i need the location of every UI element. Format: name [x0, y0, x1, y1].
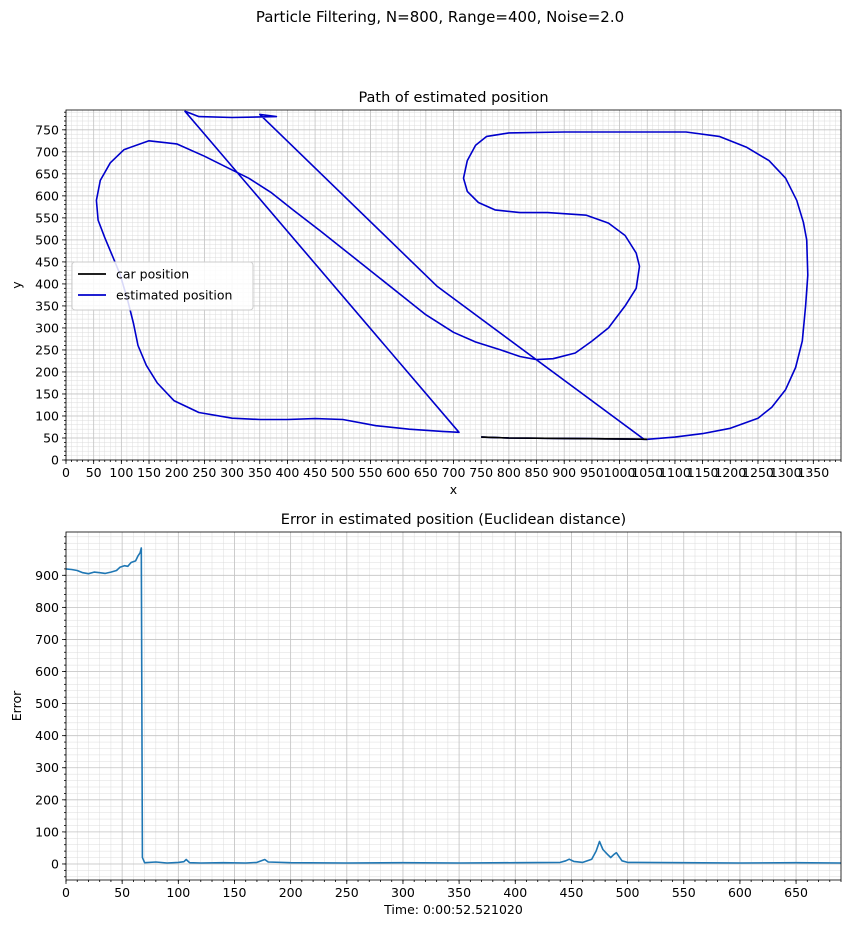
path-x-tick-label: 0 [62, 465, 70, 480]
error-y-tick-label: 0 [51, 856, 59, 871]
error-axes-frame [65, 531, 842, 881]
path-x-tick-label: 1350 [797, 465, 829, 480]
error-y-tick-label: 300 [35, 760, 59, 775]
path-x-tick-label: 350 [248, 465, 272, 480]
path-x-tick-label: 300 [220, 465, 244, 480]
path-x-tick-label: 950 [580, 465, 604, 480]
path-x-tick-label: 150 [137, 465, 161, 480]
path-x-tick-label: 600 [386, 465, 410, 480]
path-x-tick-label: 1000 [604, 465, 636, 480]
path-y-tick-label: 100 [35, 408, 59, 423]
path-x-tick-label: 500 [331, 465, 355, 480]
error-y-tick-label: 800 [35, 600, 59, 615]
path-y-tick-label: 600 [35, 188, 59, 203]
error-xlabel: Time: 0:00:52.521020 [383, 902, 523, 917]
error-x-tick-label: 350 [447, 885, 471, 900]
path-grid [65, 110, 842, 461]
path-x-tick-label: 200 [165, 465, 189, 480]
path-y-tick-label: 50 [43, 430, 59, 445]
figure-suptitle: Particle Filtering, N=800, Range=400, No… [256, 8, 624, 26]
error-x-tick-label: 450 [560, 885, 584, 900]
error-series-group [66, 547, 841, 864]
path-y-tick-label: 650 [35, 166, 59, 181]
path-x-tick-label: 1150 [687, 465, 719, 480]
path-y-tick-label: 0 [51, 453, 59, 468]
path-x-tick-label: 700 [442, 465, 466, 480]
path-y-tick-label: 200 [35, 364, 59, 379]
error-x-tick-label: 50 [114, 885, 130, 900]
error-y-tick-label: 100 [35, 824, 59, 839]
estimated-position-legend-label: estimated position [116, 288, 232, 303]
error-x-tick-label: 300 [391, 885, 415, 900]
path-x-tick-label: 1100 [659, 465, 691, 480]
path-x-tick-label: 900 [552, 465, 576, 480]
error-x-tick-label: 650 [784, 885, 808, 900]
error-y-tick-label: 700 [35, 632, 59, 647]
error-line [66, 547, 841, 864]
error-y-tick-label: 900 [35, 568, 59, 583]
error-x-tick-label: 200 [279, 885, 303, 900]
path-y-tick-label: 700 [35, 144, 59, 159]
car-position-legend-label: car position [116, 267, 189, 282]
path-y-tick-label: 250 [35, 342, 59, 357]
error-y-tick-label: 600 [35, 664, 59, 679]
path-xlabel: x [450, 482, 457, 497]
path-y-tick-label: 750 [35, 122, 59, 137]
path-x-tick-label: 50 [86, 465, 102, 480]
error-x-tick-label: 100 [166, 885, 190, 900]
path-series-group [95, 110, 809, 441]
legend-box [71, 261, 254, 311]
error-x-tick-label: 0 [62, 885, 70, 900]
error-x-tick-label: 550 [672, 885, 696, 900]
error-x-tick-label: 250 [335, 885, 359, 900]
error-grid [65, 532, 842, 880]
error-panel: 0 50 100 150 200 250 300 350 400 450 500 550 600 650 0… [9, 512, 842, 917]
path-x-tick-label: 100 [109, 465, 133, 480]
error-x-tick-label: 500 [616, 885, 640, 900]
path-panel: 0 50 100 150 200 250 300 350 400 450 500 550 600 650 7… [9, 90, 842, 497]
error-y-tick-label: 200 [35, 792, 59, 807]
path-x-tick-label: 1200 [714, 465, 746, 480]
path-y-tick-label: 300 [35, 320, 59, 335]
path-x-tick-label: 1050 [631, 465, 663, 480]
path-x-tick-label: 850 [525, 465, 549, 480]
path-x-tick-label: 450 [303, 465, 327, 480]
path-y-tick-label: 450 [35, 254, 59, 269]
path-x-tick-label: 1250 [742, 465, 774, 480]
error-y-tick-label: 500 [35, 696, 59, 711]
path-title: Path of estimated position [358, 90, 548, 106]
path-x-tick-label: 400 [275, 465, 299, 480]
path-y-tick-label: 550 [35, 210, 59, 225]
error-x-tick-label: 600 [728, 885, 752, 900]
estimated-position-line [95, 110, 809, 441]
path-y-tick-label: 500 [35, 232, 59, 247]
path-y-tick-label: 400 [35, 276, 59, 291]
path-x-tick-label: 250 [192, 465, 216, 480]
error-x-tick-label: 400 [503, 885, 527, 900]
error-title: Error in estimated position (Euclidean d… [281, 512, 626, 528]
error-ylabel: Error [9, 690, 24, 721]
path-x-tick-label: 1300 [770, 465, 802, 480]
path-x-tick-label: 750 [469, 465, 493, 480]
path-y-tick-label: 350 [35, 298, 59, 313]
car-position-line-top [481, 436, 648, 441]
legend: car position estimated position [71, 261, 254, 311]
path-ylabel: y [9, 281, 24, 289]
error-y-tick-label: 400 [35, 728, 59, 743]
path-x-tick-label: 650 [414, 465, 438, 480]
path-x-tick-label: 800 [497, 465, 521, 480]
path-y-tick-label: 150 [35, 386, 59, 401]
path-x-tick-label: 550 [359, 465, 383, 480]
error-x-tick-label: 150 [223, 885, 247, 900]
